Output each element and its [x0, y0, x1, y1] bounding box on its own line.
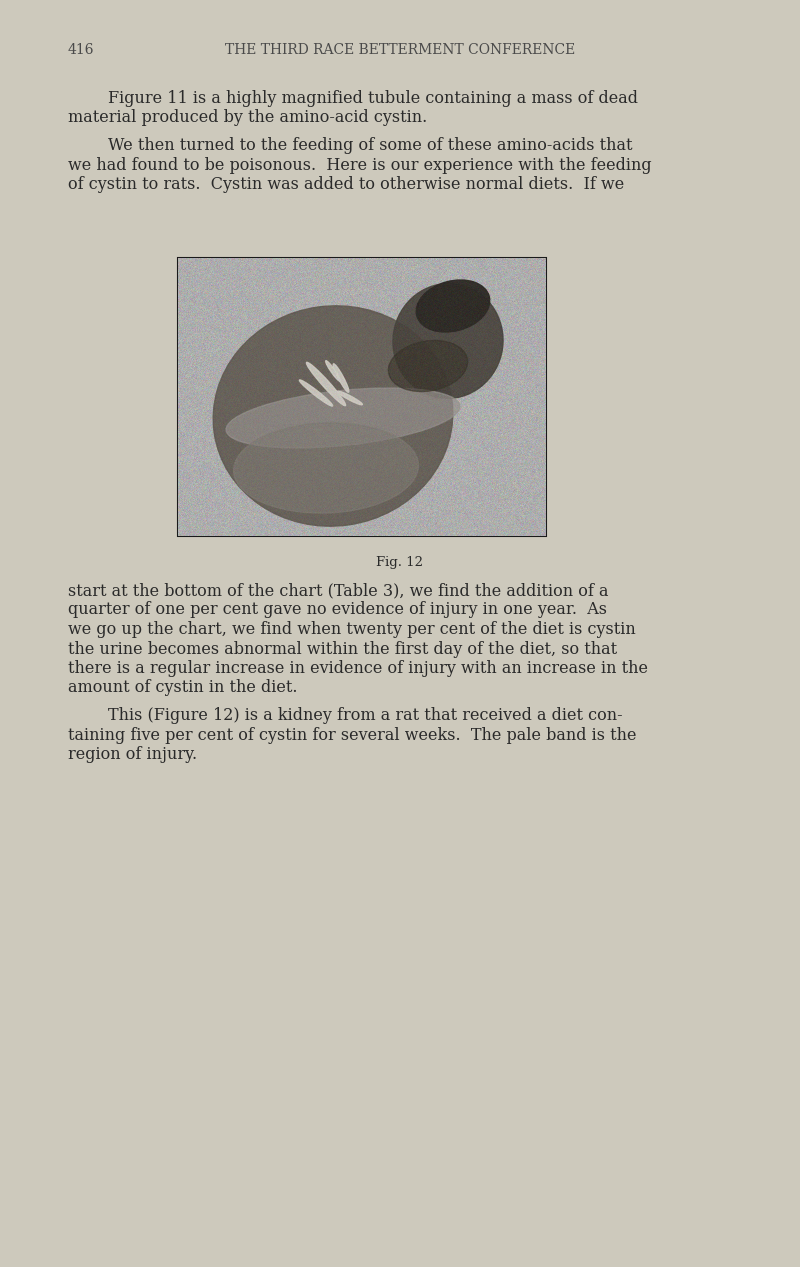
Text: of cystin to rats.  Cystin was added to otherwise normal diets.  If we: of cystin to rats. Cystin was added to o… — [68, 176, 624, 193]
Text: This (Figure 12) is a kidney from a rat that received a diet con-: This (Figure 12) is a kidney from a rat … — [108, 707, 622, 723]
Text: we go up the chart, we find when twenty per cent of the diet is cystin: we go up the chart, we find when twenty … — [68, 621, 636, 639]
Text: Figure 11 is a highly magnified tubule containing a mass of dead: Figure 11 is a highly magnified tubule c… — [108, 90, 638, 106]
Text: taining five per cent of cystin for several weeks.  The pale band is the: taining five per cent of cystin for seve… — [68, 726, 637, 744]
Ellipse shape — [333, 364, 349, 393]
Text: start at the bottom of the chart (Table 3), we find the addition of a: start at the bottom of the chart (Table … — [68, 582, 609, 599]
Bar — [178, 258, 546, 536]
Text: material produced by the amino-acid cystin.: material produced by the amino-acid cyst… — [68, 109, 427, 127]
Ellipse shape — [326, 361, 340, 381]
Ellipse shape — [416, 280, 490, 332]
Ellipse shape — [338, 392, 362, 404]
Text: amount of cystin in the diet.: amount of cystin in the diet. — [68, 679, 298, 697]
Ellipse shape — [388, 341, 468, 392]
Ellipse shape — [213, 305, 453, 526]
Text: the urine becomes abnormal within the first day of the diet, so that: the urine becomes abnormal within the fi… — [68, 641, 617, 658]
Ellipse shape — [299, 380, 333, 407]
Text: 416: 416 — [68, 43, 94, 57]
Ellipse shape — [306, 362, 346, 405]
Ellipse shape — [234, 423, 418, 513]
Text: region of injury.: region of injury. — [68, 746, 197, 763]
Ellipse shape — [393, 284, 503, 398]
Ellipse shape — [226, 388, 460, 449]
Text: we had found to be poisonous.  Here is our experience with the feeding: we had found to be poisonous. Here is ou… — [68, 157, 652, 174]
Text: Fig. 12: Fig. 12 — [377, 556, 423, 569]
Text: quarter of one per cent gave no evidence of injury in one year.  As: quarter of one per cent gave no evidence… — [68, 602, 607, 618]
Text: THE THIRD RACE BETTERMENT CONFERENCE: THE THIRD RACE BETTERMENT CONFERENCE — [225, 43, 575, 57]
Text: there is a regular increase in evidence of injury with an increase in the: there is a regular increase in evidence … — [68, 660, 648, 677]
Text: We then turned to the feeding of some of these amino-acids that: We then turned to the feeding of some of… — [108, 137, 633, 155]
